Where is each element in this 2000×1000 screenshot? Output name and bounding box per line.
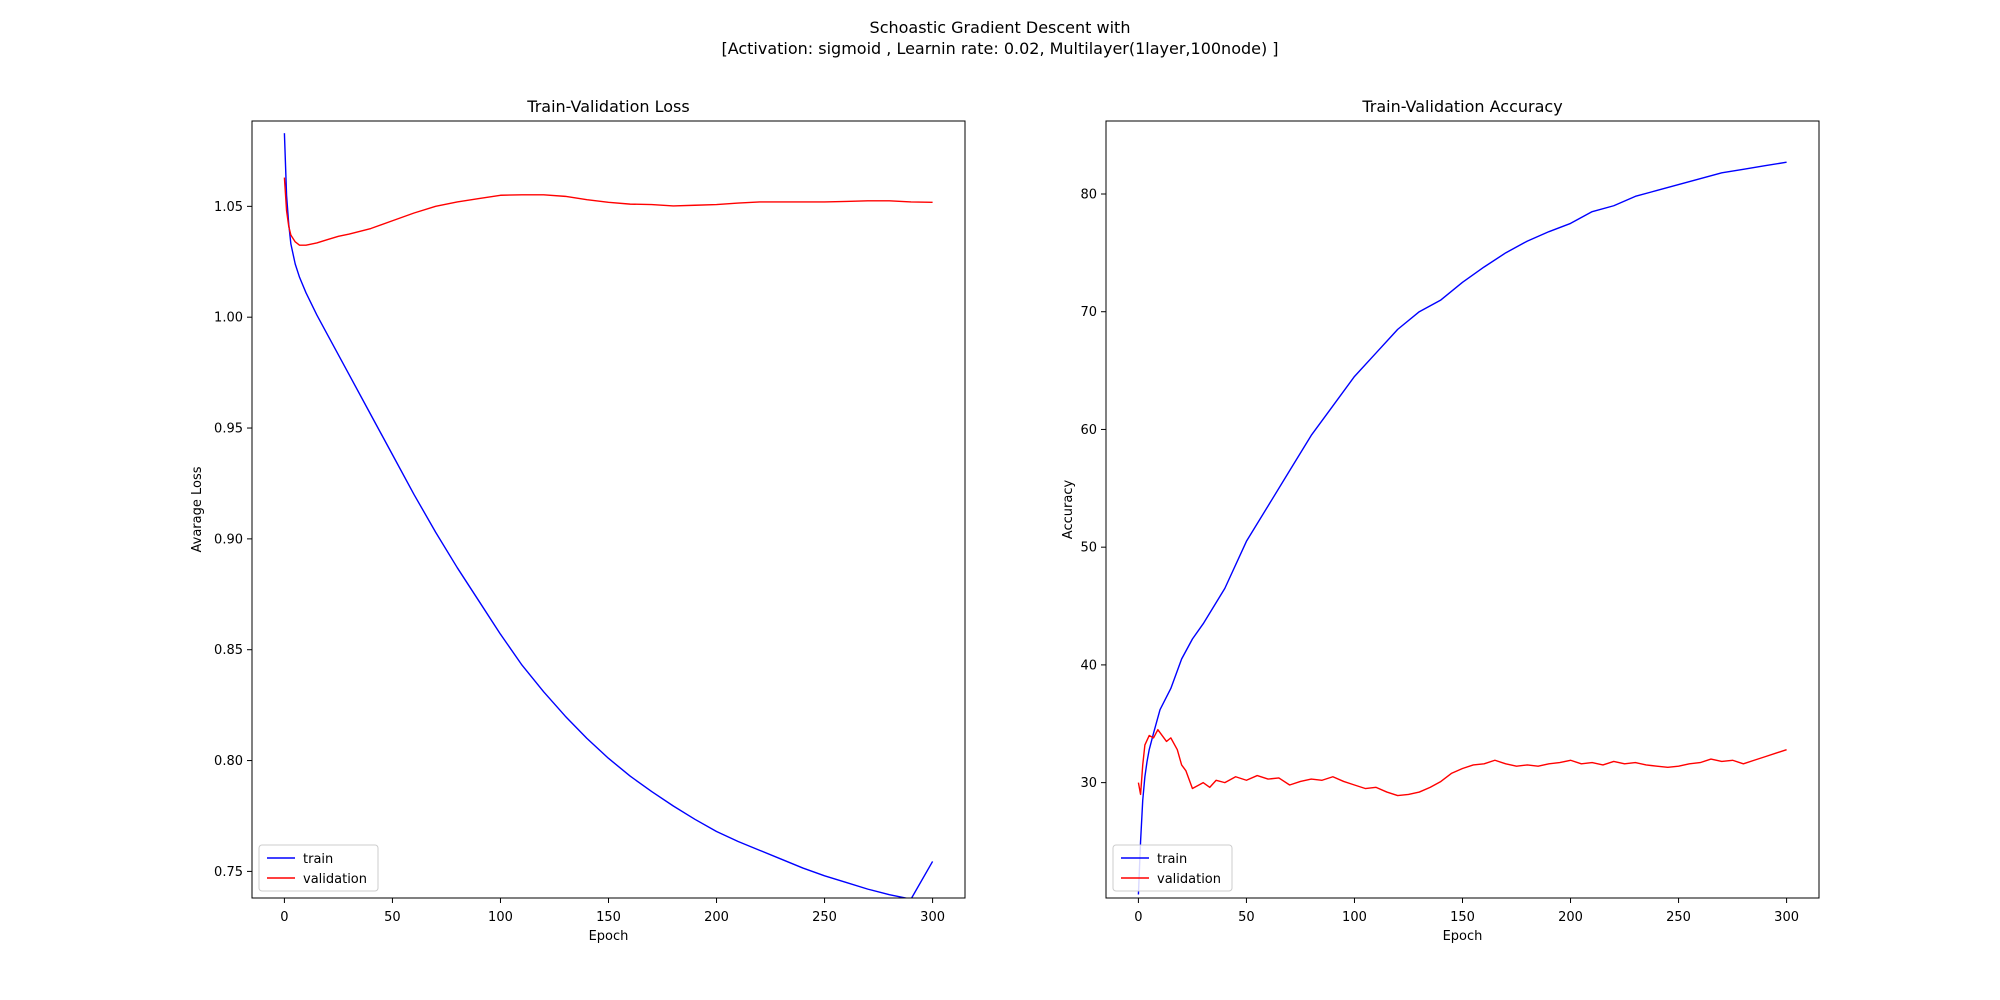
- figure-suptitle-line2: [Activation: sigmoid , Learnin rate: 0.0…: [721, 39, 1279, 58]
- x-tick-label: 150: [596, 910, 621, 925]
- legend: train validation: [258, 844, 379, 892]
- x-tick-label: 0: [280, 910, 288, 925]
- x-tick-label: 150: [1450, 910, 1475, 925]
- x-tick-label: 50: [1238, 910, 1255, 925]
- y-tick-label: 60: [1080, 423, 1097, 438]
- series-line-validation: [283, 177, 933, 246]
- x-tick-label: 250: [1666, 910, 1691, 925]
- series-line-train: [1137, 161, 1787, 895]
- legend-label-validation: validation: [303, 872, 367, 887]
- plot-frame: [251, 120, 966, 899]
- x-tick-label: 50: [384, 910, 401, 925]
- x-tick-label: 100: [488, 910, 513, 925]
- legend-box: [258, 844, 379, 892]
- chart-title: Train-Validation Accuracy: [1361, 97, 1562, 116]
- x-axis-label: Epoch: [589, 929, 629, 944]
- x-tick-label: 200: [704, 910, 729, 925]
- legend-label-train: train: [1157, 852, 1187, 867]
- y-tick-label: 30: [1080, 776, 1097, 791]
- legend-label-train: train: [303, 852, 333, 867]
- y-tick-label: 0.80: [214, 754, 243, 769]
- y-tick-label: 1.00: [214, 311, 243, 326]
- chart-1: 0 50 100 150 200 250 300 0.75 0.80 0.85 0.90 0.95 1.…: [190, 97, 966, 944]
- legend-label-validation: validation: [1157, 872, 1221, 887]
- figure-suptitle-line1: Schoastic Gradient Descent with: [869, 18, 1131, 37]
- y-tick-label: 50: [1080, 541, 1097, 556]
- x-tick-label: 0: [1134, 910, 1142, 925]
- x-axis-label: Epoch: [1443, 929, 1483, 944]
- legend: train validation: [1112, 844, 1233, 892]
- y-axis-label: Avarage Loss: [190, 466, 205, 552]
- y-tick-label: 0.85: [214, 643, 243, 658]
- y-tick-label: 80: [1080, 187, 1097, 202]
- chart-title: Train-Validation Loss: [526, 97, 689, 116]
- x-tick-label: 250: [812, 910, 837, 925]
- y-axis-label: Accuracy: [1061, 480, 1076, 540]
- y-tick-label: 1.05: [214, 200, 243, 215]
- x-tick-label: 300: [920, 910, 945, 925]
- x-tick-label: 100: [1342, 910, 1367, 925]
- plot-frame: [1105, 120, 1820, 899]
- series-line-validation: [1137, 728, 1787, 797]
- y-tick-label: 0.75: [214, 865, 243, 880]
- series-line-train: [283, 133, 934, 898]
- y-tick-label: 70: [1080, 305, 1097, 320]
- chart-2: 0 50 100 150 200 250 300 30 40 50 60 70 80 Train-Vali…: [1061, 97, 1820, 944]
- y-tick-label: 0.95: [214, 422, 243, 437]
- y-tick-label: 0.90: [214, 532, 243, 547]
- legend-box: [1112, 844, 1233, 892]
- x-tick-label: 200: [1558, 910, 1583, 925]
- x-tick-label: 300: [1774, 910, 1799, 925]
- y-tick-label: 40: [1080, 658, 1097, 673]
